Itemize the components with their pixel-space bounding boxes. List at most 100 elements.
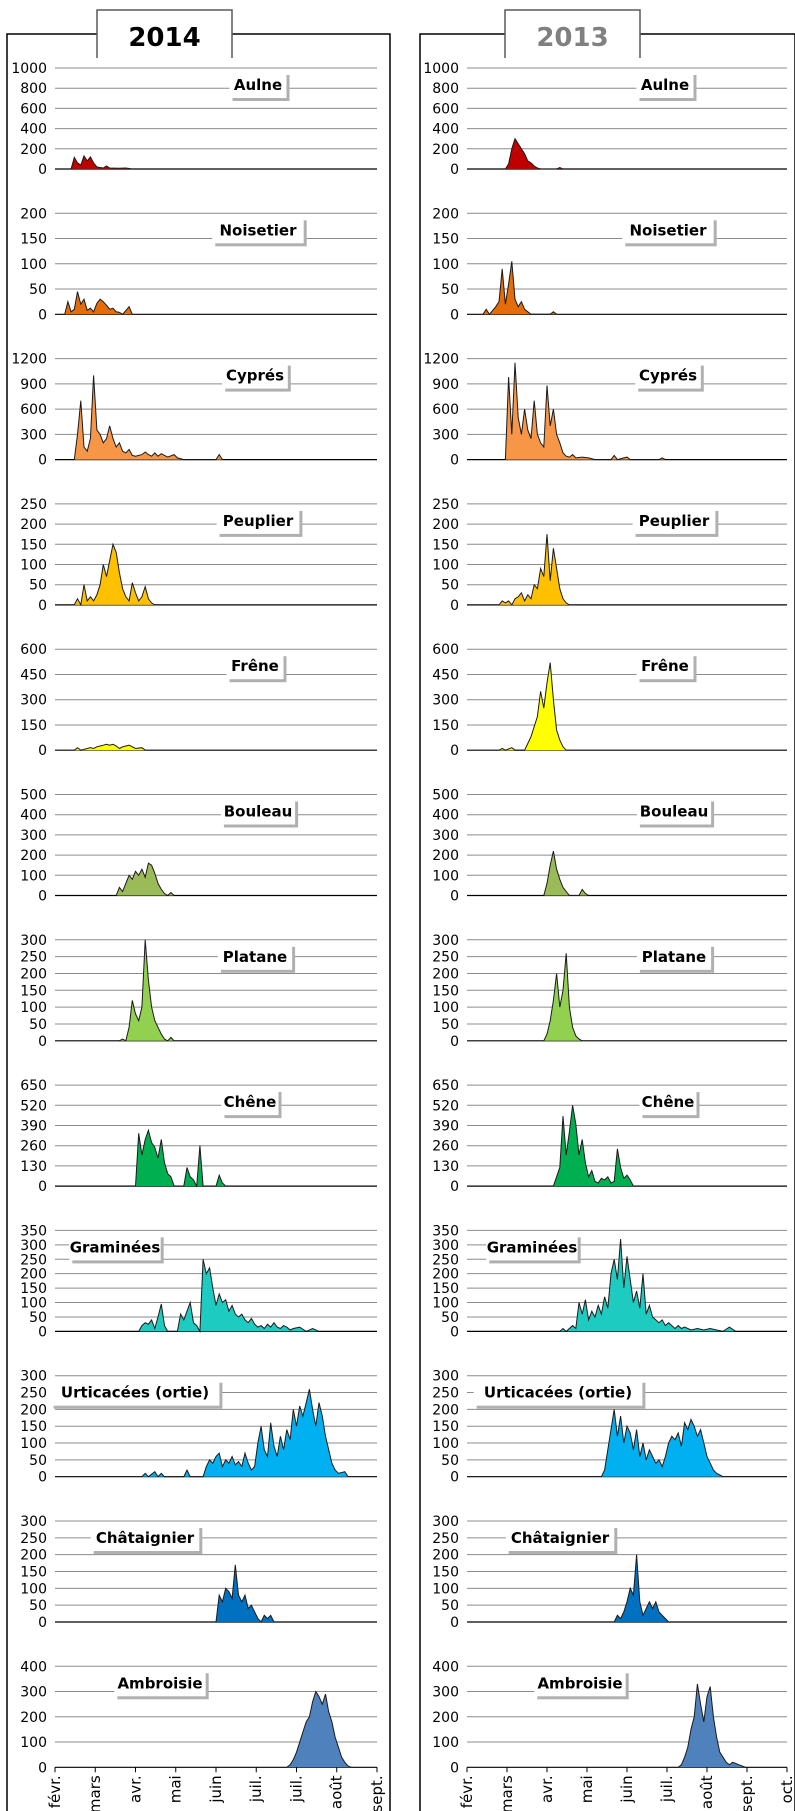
- series-name-label: Peuplier: [639, 512, 710, 530]
- label-box: [486, 1234, 578, 1261]
- y-tick-label: 100: [432, 257, 459, 273]
- y-tick-label: 200: [432, 966, 459, 982]
- y-tick-label: 390: [20, 1119, 47, 1135]
- x-tick-label: févr.: [46, 1775, 64, 1808]
- y-tick-label: 1200: [423, 352, 459, 368]
- y-tick-label: 50: [441, 1598, 459, 1614]
- y-tick-label: 0: [38, 889, 47, 905]
- chart-aulne: 0 200 400 600 800 1000 Aulne: [11, 61, 377, 178]
- y-tick-label: 50: [441, 578, 459, 594]
- series-name-label: Chêne: [642, 1093, 695, 1111]
- y-tick-label: 250: [432, 1531, 459, 1547]
- y-tick-label: 100: [432, 868, 459, 884]
- series-name-label: Ambroisie: [117, 1674, 202, 1692]
- chart-peuplier: 0 50 100 150 200 250 Peuplier: [432, 497, 787, 614]
- label-box: [226, 653, 284, 680]
- y-tick-label: 600: [20, 642, 47, 658]
- label-box: [216, 507, 300, 534]
- y-tick-label: 0: [450, 598, 459, 614]
- series-area: [614, 1554, 669, 1622]
- y-tick-label: 50: [441, 282, 459, 298]
- y-tick-label: 200: [20, 517, 47, 533]
- chart-cypres: 0 300 600 900 1200 Cyprés: [423, 352, 787, 469]
- y-tick-label: 400: [432, 1659, 459, 1675]
- series-area: [141, 1389, 348, 1477]
- series-area: [71, 155, 133, 169]
- series-name-label: Bouleau: [640, 803, 709, 821]
- y-tick-label: 250: [432, 1252, 459, 1268]
- y-tick-label: 800: [432, 81, 459, 97]
- x-tick-label: mars: [498, 1775, 516, 1811]
- y-tick-label: 300: [432, 1514, 459, 1530]
- series-area: [499, 662, 567, 751]
- y-tick-label: 100: [432, 1000, 459, 1016]
- y-tick-label: 0: [450, 1324, 459, 1340]
- series-area: [116, 863, 175, 896]
- panel-title-gap: [96, 58, 233, 62]
- y-tick-label: 100: [432, 1296, 459, 1312]
- series-line: [543, 850, 589, 896]
- y-tick-label: 300: [432, 427, 459, 443]
- panel-2013: 201302004006008001000Aulne050100150200No…: [419, 9, 795, 1811]
- x-tick-label: févr.: [458, 1775, 476, 1808]
- series-line: [64, 291, 133, 315]
- y-tick-label: 50: [441, 1453, 459, 1469]
- y-tick-label: 500: [20, 788, 47, 804]
- x-tick-label: juil.: [247, 1775, 265, 1803]
- y-tick-label: 150: [20, 1565, 47, 1581]
- y-tick-label: 300: [20, 933, 47, 949]
- y-tick-label: 350: [432, 1223, 459, 1239]
- y-tick-label: 300: [432, 693, 459, 709]
- series-line: [498, 662, 567, 751]
- label-box: [632, 507, 716, 534]
- y-tick-label: 200: [20, 1402, 47, 1418]
- y-tick-label: 100: [432, 1735, 459, 1751]
- series-line: [559, 1239, 737, 1333]
- y-tick-label: 0: [450, 1470, 459, 1486]
- y-tick-label: 400: [20, 122, 47, 138]
- y-tick-label: 200: [432, 517, 459, 533]
- y-tick-label: 0: [450, 307, 459, 323]
- y-tick-label: 200: [20, 848, 47, 864]
- y-tick-label: 1000: [423, 61, 459, 77]
- series-line: [119, 939, 175, 1042]
- y-tick-label: 650: [20, 1078, 47, 1094]
- series-name-label: Urticacées (ortie): [484, 1384, 632, 1402]
- y-tick-label: 1200: [11, 352, 47, 368]
- y-tick-label: 0: [450, 1760, 459, 1776]
- y-tick-label: 200: [432, 1267, 459, 1283]
- series-name-label: Platane: [223, 948, 287, 966]
- y-tick-label: 300: [432, 1685, 459, 1701]
- chart-frene: 0 150 300 450 600 Frêne: [20, 642, 377, 759]
- y-tick-label: 250: [20, 497, 47, 513]
- y-tick-label: 0: [38, 307, 47, 323]
- series-name-label: Peuplier: [223, 512, 294, 530]
- label-box: [636, 943, 712, 970]
- y-tick-label: 150: [432, 1565, 459, 1581]
- y-tick-label: 200: [432, 848, 459, 864]
- series-line: [504, 137, 564, 170]
- label-box: [534, 1670, 626, 1697]
- series-line: [613, 1554, 669, 1623]
- y-tick-label: 500: [432, 788, 459, 804]
- y-tick-label: 300: [432, 933, 459, 949]
- y-tick-label: 130: [432, 1159, 459, 1175]
- y-tick-label: 0: [450, 453, 459, 469]
- y-tick-label: 300: [20, 1369, 47, 1385]
- label-box: [229, 72, 287, 98]
- y-tick-label: 0: [38, 1034, 47, 1050]
- series-area: [483, 261, 557, 315]
- panel-2014: 201402004006008001000Aulne050100150200No…: [6, 9, 391, 1811]
- y-tick-label: 100: [432, 1581, 459, 1597]
- series-line: [135, 1128, 227, 1188]
- y-tick-label: 50: [29, 282, 47, 298]
- label-box: [636, 798, 712, 825]
- y-tick-label: 350: [20, 1223, 47, 1239]
- series-name-label: Frêne: [641, 657, 689, 675]
- series-line: [286, 1690, 352, 1768]
- chart-ambroisie: 0 100 200 300 400 Ambroisie: [20, 1659, 377, 1776]
